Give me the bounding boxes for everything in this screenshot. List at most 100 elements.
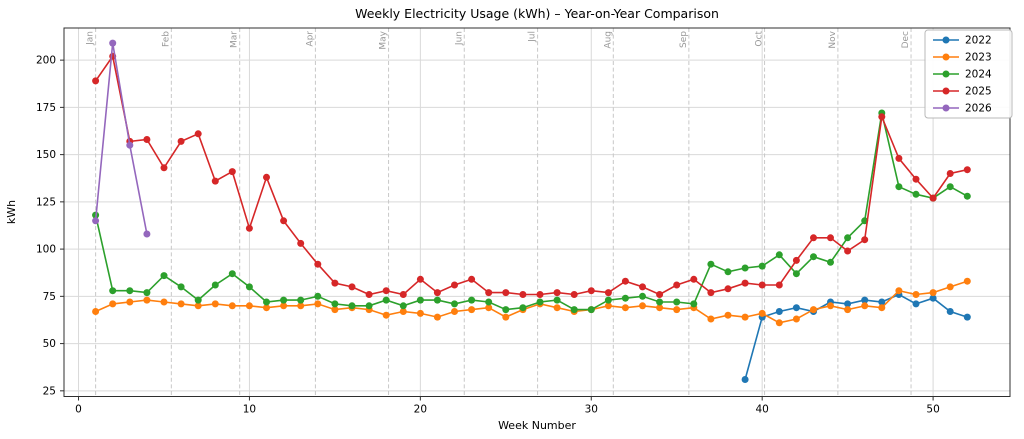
data-point xyxy=(519,291,527,298)
data-point xyxy=(587,287,595,295)
series-2025 xyxy=(92,52,971,298)
data-point xyxy=(912,300,920,308)
data-point xyxy=(553,296,561,304)
month-label: Feb xyxy=(161,31,171,47)
data-point xyxy=(416,309,424,317)
data-point xyxy=(621,294,629,302)
x-tick-label: 0 xyxy=(75,404,82,416)
series-2024-line xyxy=(94,112,968,311)
data-point xyxy=(621,277,629,285)
data-point xyxy=(656,298,664,306)
data-point xyxy=(211,177,219,185)
legend-marker xyxy=(942,70,950,78)
data-point xyxy=(536,291,544,298)
data-point xyxy=(245,302,253,310)
axes-border xyxy=(63,27,1011,397)
data-point xyxy=(724,268,732,276)
data-point xyxy=(433,289,441,297)
data-point xyxy=(365,302,373,310)
data-point xyxy=(946,283,954,291)
data-point xyxy=(245,283,253,291)
data-point xyxy=(621,304,629,312)
month-label: Aug xyxy=(603,31,613,49)
data-point xyxy=(109,287,117,295)
data-point xyxy=(758,309,766,317)
data-point xyxy=(707,315,715,323)
month-label: Jul xyxy=(528,31,538,43)
legend-marker xyxy=(942,36,950,44)
data-point xyxy=(758,262,766,270)
series-2024 xyxy=(92,109,971,314)
data-point xyxy=(929,194,937,202)
data-point xyxy=(502,306,510,314)
data-point xyxy=(553,304,561,312)
data-point xyxy=(160,272,168,280)
data-point xyxy=(416,275,424,283)
data-point xyxy=(946,183,954,191)
legend-entry-2024: 2024 xyxy=(933,69,992,81)
data-point xyxy=(485,304,493,312)
data-point xyxy=(280,296,288,304)
data-point xyxy=(895,183,903,191)
data-point xyxy=(741,279,749,287)
data-point xyxy=(468,306,476,314)
data-point xyxy=(348,283,356,291)
data-point xyxy=(707,289,715,297)
data-point xyxy=(775,281,783,289)
data-point xyxy=(604,302,612,310)
month-label: Nov xyxy=(828,30,838,48)
data-point xyxy=(314,300,322,308)
legend-box xyxy=(924,29,1013,119)
data-point xyxy=(502,313,510,321)
month-label: Sep xyxy=(679,31,689,48)
data-point xyxy=(143,296,151,304)
data-point xyxy=(92,217,100,225)
data-point xyxy=(912,175,920,183)
data-point xyxy=(382,311,390,319)
data-point xyxy=(844,234,852,242)
x-axis-label: Week Number xyxy=(498,419,576,432)
data-point xyxy=(485,289,493,297)
month-label: Dec xyxy=(901,31,911,48)
data-point xyxy=(895,287,903,295)
data-point xyxy=(280,302,288,310)
data-point xyxy=(587,306,595,314)
data-point xyxy=(929,289,937,297)
data-point xyxy=(792,315,800,323)
x-tick-label: 10 xyxy=(243,404,256,416)
data-point xyxy=(604,289,612,297)
legend-entry-2023: 2023 xyxy=(933,52,992,64)
data-point xyxy=(280,217,288,225)
data-point xyxy=(331,306,339,314)
data-point xyxy=(861,296,869,304)
data-point xyxy=(468,275,476,283)
legend-entry-2026: 2026 xyxy=(933,103,992,115)
data-point xyxy=(263,298,270,306)
data-point xyxy=(878,304,886,312)
data-point xyxy=(861,302,869,310)
x-tick-label: 20 xyxy=(414,404,427,416)
data-point xyxy=(810,234,817,242)
chart-title: Weekly Electricity Usage (kWh) – Year-on… xyxy=(355,6,719,21)
legend-label: 2025 xyxy=(965,86,992,98)
x-tick-label: 40 xyxy=(755,404,768,416)
data-point xyxy=(399,302,407,310)
data-point xyxy=(297,296,305,304)
data-point xyxy=(109,300,117,308)
data-point xyxy=(673,306,681,314)
data-point xyxy=(485,298,493,306)
data-point xyxy=(365,291,373,298)
data-point xyxy=(895,154,903,162)
data-point xyxy=(245,224,253,232)
data-point xyxy=(194,130,202,138)
data-point xyxy=(878,298,886,306)
data-point xyxy=(451,308,458,315)
data-point xyxy=(228,168,236,176)
data-point xyxy=(912,190,920,198)
data-point xyxy=(92,77,100,85)
y-tick-label: 50 xyxy=(43,338,56,350)
legend-entry-2025: 2025 xyxy=(933,86,992,98)
data-point xyxy=(331,279,339,287)
month-label: Jun xyxy=(454,31,464,46)
